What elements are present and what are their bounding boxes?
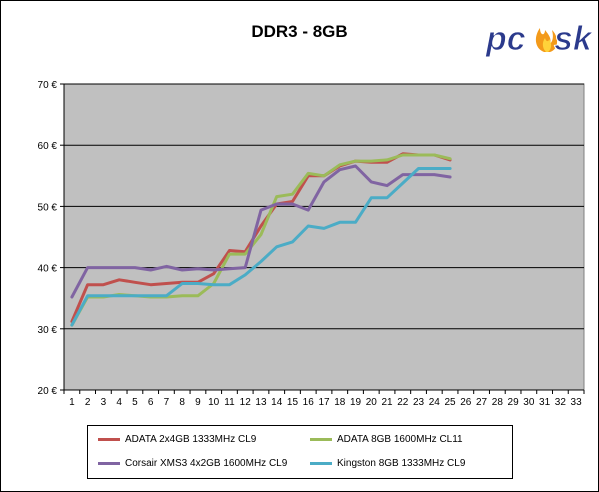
x-tick-label: 13: [255, 397, 267, 408]
x-tick-label: 27: [476, 397, 488, 408]
logo-text-pc: pc: [485, 20, 526, 58]
legend-label: ADATA 8GB 1600MHz CL11: [337, 434, 463, 445]
x-tick-label: 30: [523, 397, 535, 408]
x-tick-label: 1: [69, 397, 75, 408]
plot-area: [63, 83, 585, 391]
x-tick-label: 33: [571, 397, 583, 408]
chart-title: DDR3 - 8GB: [251, 22, 348, 41]
legend-item-corsair-xms3: Corsair XMS3 4x2GB 1600MHz CL9: [98, 458, 287, 469]
x-tick-label: 26: [460, 397, 472, 408]
legend-item-adata-2x4gb: ADATA 2x4GB 1333MHz CL9: [98, 434, 256, 445]
logo-text-sk: sk: [554, 20, 592, 58]
x-tick-label: 6: [148, 397, 154, 408]
flame-icon: [535, 28, 558, 52]
legend-item-kingston-8gb: Kingston 8GB 1333MHz CL9: [310, 458, 465, 469]
x-tick-label: 31: [539, 397, 551, 408]
legend-label: Kingston 8GB 1333MHz CL9: [337, 458, 466, 469]
x-tick-label: 3: [101, 397, 107, 408]
axes: [63, 84, 584, 391]
x-tick-label: 9: [195, 397, 201, 408]
x-tick-label: 7: [164, 397, 170, 408]
series-line-1: [70, 152, 452, 323]
legend-label: Corsair XMS3 4x2GB 1600MHz CL9: [125, 458, 288, 469]
x-tick-label: 4: [116, 397, 122, 408]
y-tick-label: 20 €: [38, 386, 58, 397]
x-tick-label: 10: [208, 397, 220, 408]
series-line-3: [70, 164, 452, 299]
y-tick-label: 50 €: [38, 202, 58, 213]
legend-item-adata-8gb: ADATA 8GB 1600MHz CL11: [310, 434, 463, 445]
y-tick-label: 30 €: [38, 325, 58, 336]
y-tick-label: 40 €: [38, 264, 58, 275]
x-tick-label: 20: [366, 397, 378, 408]
x-tick-label: 24: [429, 397, 441, 408]
legend-swatch: [310, 438, 332, 441]
line-chart: 20 €30 €40 €50 €60 €70 € 1 2 3 4 5 6 7 8 9 10 11 12…: [38, 80, 585, 408]
y-tick-label: 70 €: [38, 80, 58, 91]
logo: pc sk: [485, 20, 593, 59]
x-axis-ticks: 1 2 3 4 5 6 7 8 9 10 11 12 13 14 15 16 17 18 19 20 21 22 23 24 2…: [63, 390, 585, 408]
x-tick-label: 29: [508, 397, 520, 408]
x-tick-label: 5: [132, 397, 138, 408]
x-tick-label: 14: [271, 397, 283, 408]
y-tick-label: 60 €: [38, 141, 58, 152]
legend-swatch: [310, 462, 332, 465]
x-tick-label: 22: [397, 397, 409, 408]
x-tick-label: 21: [381, 397, 393, 408]
legend-swatch: [98, 438, 120, 441]
x-tick-label: 11: [224, 397, 235, 408]
x-tick-label: 17: [318, 397, 330, 408]
x-tick-label: 12: [240, 397, 252, 408]
legend-label: ADATA 2x4GB 1333MHz CL9: [125, 434, 257, 445]
series-line-4: [70, 167, 452, 327]
x-tick-label: 18: [334, 397, 346, 408]
y-axis-ticks: 20 € 30 € 40 € 50 € 60 € 70 €: [38, 80, 64, 397]
x-tick-label: 23: [413, 397, 425, 408]
x-tick-label: 16: [303, 397, 315, 408]
series-lines: [70, 152, 452, 327]
x-tick-label: 32: [555, 397, 567, 408]
x-tick-label: 15: [287, 397, 299, 408]
legend-swatch: [98, 462, 120, 465]
x-tick-label: 8: [179, 397, 185, 408]
x-tick-label: 28: [492, 397, 504, 408]
x-tick-label: 25: [444, 397, 456, 408]
x-tick-label: 19: [350, 397, 362, 408]
x-tick-label: 2: [85, 397, 91, 408]
legend: ADATA 2x4GB 1333MHz CL9 ADATA 8GB 1600MH…: [87, 425, 513, 479]
